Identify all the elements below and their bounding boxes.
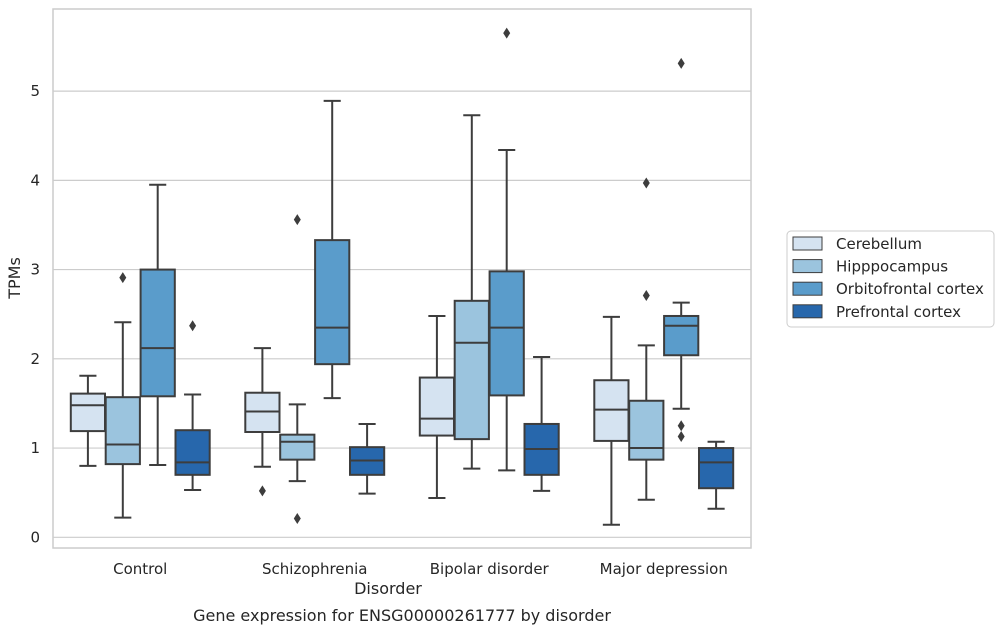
- box-0-0: [69, 374, 107, 467]
- y-tick-label: 3: [30, 261, 40, 279]
- y-tick-label: 4: [30, 171, 40, 189]
- legend-label: Prefrontal cortex: [836, 303, 961, 321]
- legend-swatch: [792, 281, 823, 296]
- y-tick-label: 2: [30, 350, 40, 368]
- box-iqr: [488, 270, 525, 397]
- outlier-point: [677, 57, 685, 69]
- box-1-3: [628, 177, 665, 501]
- box-2-2: [488, 27, 525, 472]
- box-0-3: [593, 315, 630, 526]
- box-1-0: [104, 272, 141, 519]
- y-tick-label: 5: [30, 82, 40, 100]
- box-iqr: [628, 399, 665, 461]
- box-3-2: [523, 356, 560, 492]
- box-iqr: [139, 268, 176, 398]
- x-axis-label: Disorder: [354, 579, 422, 598]
- box-iqr: [279, 433, 316, 461]
- box-2-3: [663, 57, 700, 442]
- box-iqr: [663, 314, 700, 357]
- box-iqr: [314, 239, 351, 366]
- outlier-point: [293, 513, 301, 525]
- y-tick-labels: 0 1 2 3 4 5: [30, 82, 40, 546]
- legend-swatch: [792, 236, 823, 251]
- x-tick-label: Schizophrenia: [262, 560, 367, 578]
- x-tick-label: Control: [113, 560, 167, 578]
- outlier-point: [677, 420, 685, 432]
- box-iqr: [418, 376, 456, 437]
- legend-swatch: [792, 304, 823, 319]
- box-2-1: [314, 99, 351, 400]
- box-3-0: [174, 320, 211, 491]
- outlier-point: [119, 272, 127, 284]
- box-iqr: [104, 396, 141, 466]
- legend-label: Cerebellum: [836, 235, 922, 253]
- box-iqr: [453, 299, 490, 441]
- outlier-point: [677, 430, 685, 442]
- outlier-point: [503, 27, 511, 39]
- box-2-0: [139, 183, 176, 467]
- y-axis-label: TPMs: [5, 257, 24, 300]
- figure-caption: Gene expression for ENSG00000261777 by d…: [193, 606, 611, 625]
- box-iqr: [69, 392, 107, 433]
- box-iqr: [174, 429, 211, 476]
- legend-frame: [786, 230, 995, 328]
- box-0-2: [418, 314, 456, 500]
- box-3-3: [697, 440, 735, 510]
- box-3-1: [348, 422, 386, 495]
- y-tick-label: 1: [30, 439, 40, 457]
- outlier-point: [293, 214, 301, 226]
- legend-label: Orbitofrontal cortex: [836, 280, 984, 298]
- legend-label: Hipppocampus: [836, 258, 948, 276]
- outlier-point: [642, 177, 650, 189]
- x-tick-labels: Control Schizophrenia Bipolar disorder Majo…: [113, 560, 728, 578]
- boxes: [69, 27, 735, 526]
- box-0-1: [244, 347, 281, 497]
- legend-swatch: [792, 259, 823, 274]
- outlier-point: [642, 289, 650, 301]
- y-tick-label: 0: [30, 528, 40, 546]
- outlier-point: [258, 485, 266, 497]
- x-tick-label: Bipolar disorder: [430, 560, 550, 578]
- box-1-1: [279, 214, 316, 525]
- box-1-2: [453, 114, 490, 470]
- x-tick-label: Major depression: [600, 560, 728, 578]
- box-iqr: [697, 447, 735, 490]
- outlier-point: [189, 320, 197, 332]
- legend: Cerebellum Hipppocampus Orbitofrontal cort…: [786, 230, 995, 328]
